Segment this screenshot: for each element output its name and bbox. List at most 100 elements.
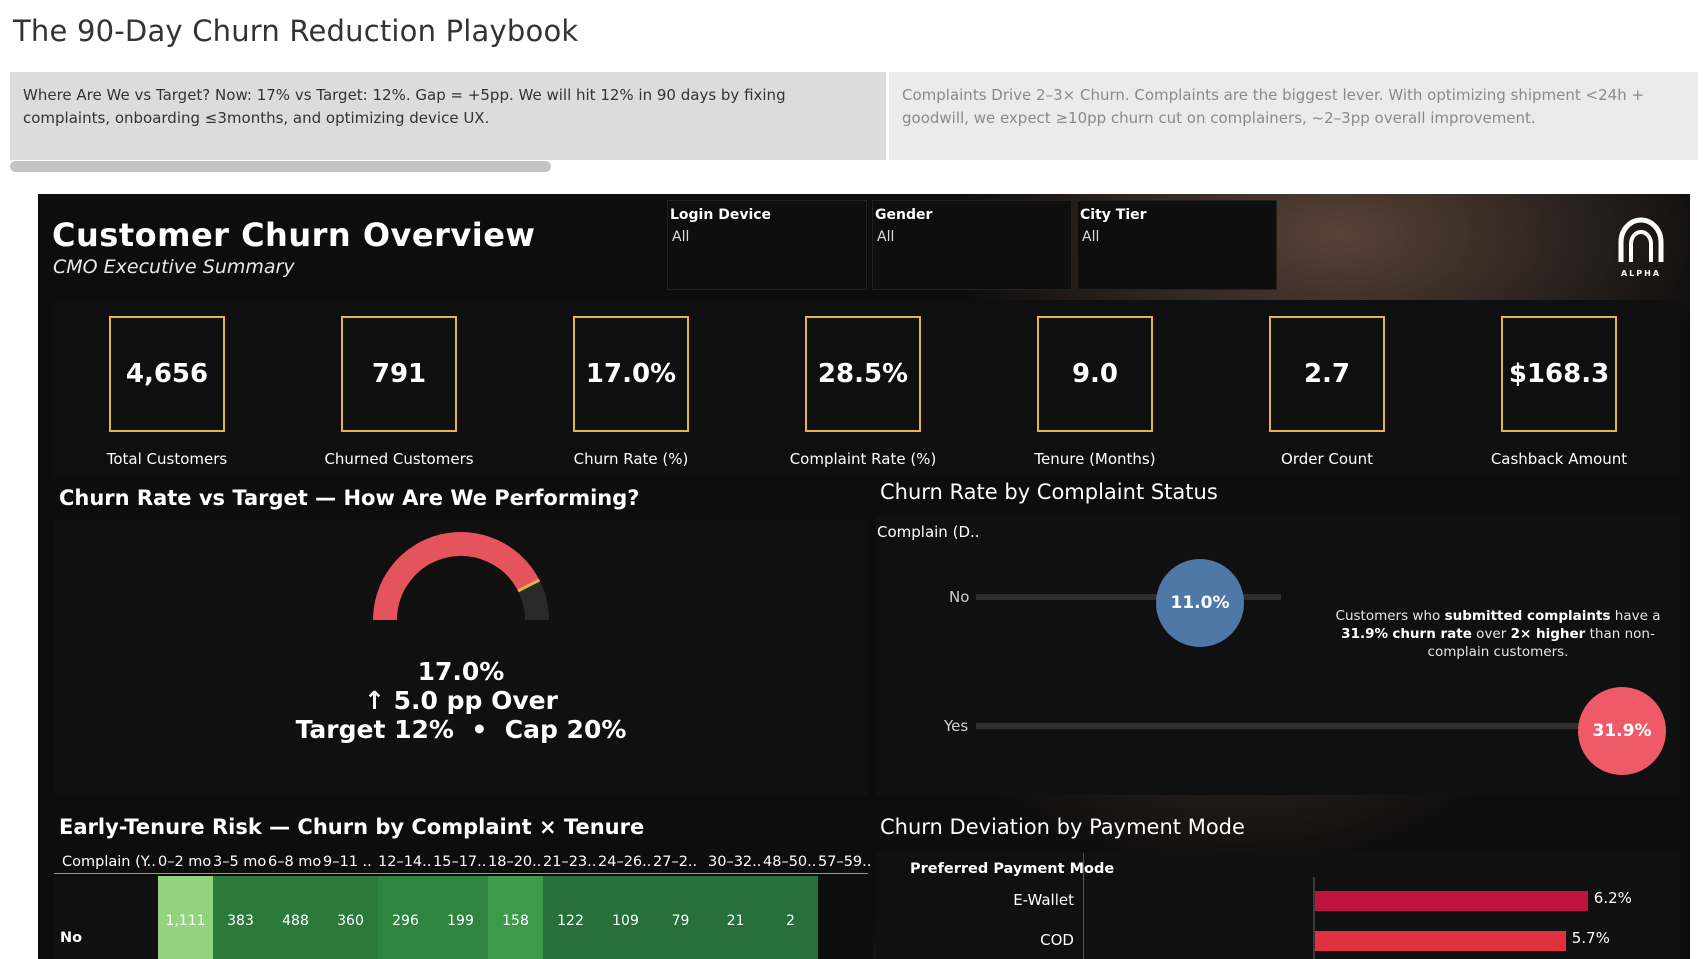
note-bold-2: 31.9% [1341, 626, 1389, 642]
kpi-tenure-value: 9.0 [1071, 359, 1119, 389]
note-bold-4: 2× higher [1510, 626, 1586, 642]
heatmap-cell[interactable]: 109 [598, 876, 653, 959]
payment-row-ewallet-bar[interactable] [1315, 891, 1588, 911]
heatmap-cell[interactable]: 360 [323, 876, 378, 959]
kpi-churned-customers[interactable]: 791 [341, 316, 457, 432]
heatmap-col-header: 57–59.. [818, 854, 872, 870]
note-bold-3: churn rate [1392, 626, 1472, 642]
note-bold-1: submitted complaints [1444, 608, 1611, 624]
complaint-panel: Complain (D.. No 11.0% Yes 31.9% Custome… [876, 515, 1680, 795]
gauge-chart [373, 532, 549, 621]
filter-city-tier-label: City Tier [1080, 207, 1147, 223]
payment-row-cod-label: COD [1040, 931, 1074, 949]
filter-city-tier-value[interactable]: All [1082, 229, 1100, 245]
kpi-churned-customers-label: Churned Customers [324, 450, 474, 468]
kpi-complaint-rate-value: 28.5% [817, 359, 909, 389]
payment-row-ewallet-label: E-Wallet [1013, 891, 1074, 909]
complaint-row-no-value: 11.0% [1170, 593, 1230, 613]
heatmap-cell[interactable]: 383 [213, 876, 268, 959]
kpi-order-count-label: Order Count [1281, 450, 1373, 468]
filter-login-device-value[interactable]: All [672, 229, 690, 245]
complaint-annotation: Customers who submitted complaints have … [1328, 607, 1668, 661]
complaint-row-no-track [976, 594, 1281, 600]
story-point-2[interactable]: Complaints Drive 2–3× Churn. Complaints … [889, 72, 1698, 160]
payment-row-ewallet-value: 6.2% [1593, 889, 1632, 907]
heatmap-cell[interactable]: 21 [708, 876, 763, 959]
kpi-total-customers-label: Total Customers [106, 450, 228, 468]
filter-login-device-label: Login Device [670, 207, 772, 223]
kpi-churned-customers-value: 791 [371, 359, 427, 389]
payment-panel: Preferred Payment Mode E-Wallet 6.2% COD… [876, 851, 1680, 959]
kpi-band: 4,656 Total Customers 791 Churned Custom… [53, 300, 1680, 478]
filter-gender[interactable]: Gender All [872, 200, 1072, 290]
heatmap-row-no-label: No [60, 930, 83, 946]
gauge-panel: 17.0% ↑ 5.0 pp Over Target 12% • Cap 20% [54, 520, 868, 795]
note-text-3: over [1471, 626, 1511, 642]
heatmap-cell[interactable]: 79 [653, 876, 708, 959]
note-text-4: than non-complain customers. [1427, 626, 1655, 660]
heatmap-col-header: 3–5 mo [213, 854, 267, 870]
heatmap-cell[interactable]: 2 [763, 876, 818, 959]
heatmap-col-header: 12–14.. [378, 854, 432, 870]
filter-login-device[interactable]: Login Device All [667, 200, 867, 290]
kpi-order-count[interactable]: 2.7 [1269, 316, 1385, 432]
kpi-complaint-rate[interactable]: 28.5% [805, 316, 921, 432]
kpi-total-customers-value: 4,656 [125, 359, 209, 389]
heatmap-row-header: Complain (Y.. [62, 854, 156, 870]
heatmap-col-header: 48–50.. [763, 854, 817, 870]
filter-city-tier[interactable]: City Tier All [1077, 200, 1277, 290]
heatmap-col-header: 18–20.. [488, 854, 542, 870]
kpi-tenure-label: Tenure (Months) [1034, 450, 1156, 468]
kpi-total-customers[interactable]: 4,656 [109, 316, 225, 432]
filter-gender-value[interactable]: All [877, 229, 895, 245]
heatmap-cell[interactable]: 122 [543, 876, 598, 959]
gauge-track [517, 580, 549, 621]
heatmap-cell[interactable]: 488 [268, 876, 323, 959]
complaint-row-yes-circle[interactable]: 31.9% [1578, 687, 1666, 775]
kpi-cashback[interactable]: $168.3 [1501, 316, 1617, 432]
heatmap-col-header: 6–8 mo [268, 854, 322, 870]
heatmap-cell[interactable]: 1,111 [158, 876, 213, 959]
filter-gender-label: Gender [875, 207, 933, 223]
complaint-row-yes-value: 31.9% [1592, 721, 1652, 741]
story-scrollbar[interactable] [10, 161, 551, 172]
heatmap-cell[interactable]: 158 [488, 876, 543, 959]
dashboard-title: Customer Churn Overview [52, 216, 536, 254]
heatmap-cell[interactable]: 296 [378, 876, 433, 959]
kpi-cashback-value: $168.3 [1508, 359, 1610, 389]
gauge-target-marker [517, 578, 541, 593]
payment-chart-title: Churn Deviation by Payment Mode [880, 815, 1245, 839]
story-point-1[interactable]: Where Are We vs Target? Now: 17% vs Targ… [10, 72, 886, 160]
kpi-complaint-rate-label: Complaint Rate (%) [789, 450, 937, 468]
kpi-order-count-value: 2.7 [1303, 359, 1351, 389]
heatmap-col-header: 24–26.. [598, 854, 652, 870]
payment-axis-line [1083, 853, 1084, 959]
kpi-churn-rate-value: 17.0% [585, 359, 677, 389]
payment-zero-line [1313, 877, 1315, 959]
payment-axis-header: Preferred Payment Mode [910, 861, 1115, 877]
kpi-churn-rate-label: Churn Rate (%) [573, 450, 689, 468]
payment-row-cod-bar[interactable] [1315, 931, 1566, 951]
heatmap-cell[interactable] [818, 876, 873, 959]
gauge-fill [373, 532, 540, 621]
gauge-value: 17.0% [417, 657, 505, 686]
gauge-target-cap: Target 12% • Cap 20% [295, 715, 627, 744]
complaint-axis-header: Complain (D.. [877, 523, 980, 541]
dashboard: Customer Churn Overview CMO Executive Su… [38, 194, 1690, 959]
complaint-chart-title: Churn Rate by Complaint Status [880, 480, 1218, 504]
kpi-tenure[interactable]: 9.0 [1037, 316, 1153, 432]
heatmap-title: Early-Tenure Risk — Churn by Complaint ×… [59, 815, 645, 839]
alpha-logo: ALPHA [1618, 217, 1664, 278]
alpha-logo-text: ALPHA [1621, 269, 1661, 278]
note-text-2: have a [1610, 608, 1661, 624]
complaint-row-no-circle[interactable]: 11.0% [1156, 559, 1244, 647]
kpi-churn-rate[interactable]: 17.0% [573, 316, 689, 432]
note-text-1: Customers who [1335, 608, 1445, 624]
heatmap-cell[interactable]: 199 [433, 876, 488, 959]
complaint-row-yes-track [976, 723, 1594, 729]
story-title: The 90-Day Churn Reduction Playbook [13, 14, 579, 48]
gauge-title: Churn Rate vs Target — How Are We Perfor… [59, 486, 640, 510]
heatmap-col-header: 15–17.. [433, 854, 487, 870]
heatmap-header: Complain (Y.. [54, 852, 868, 874]
heatmap-col-header: 27–2.. [653, 854, 698, 870]
